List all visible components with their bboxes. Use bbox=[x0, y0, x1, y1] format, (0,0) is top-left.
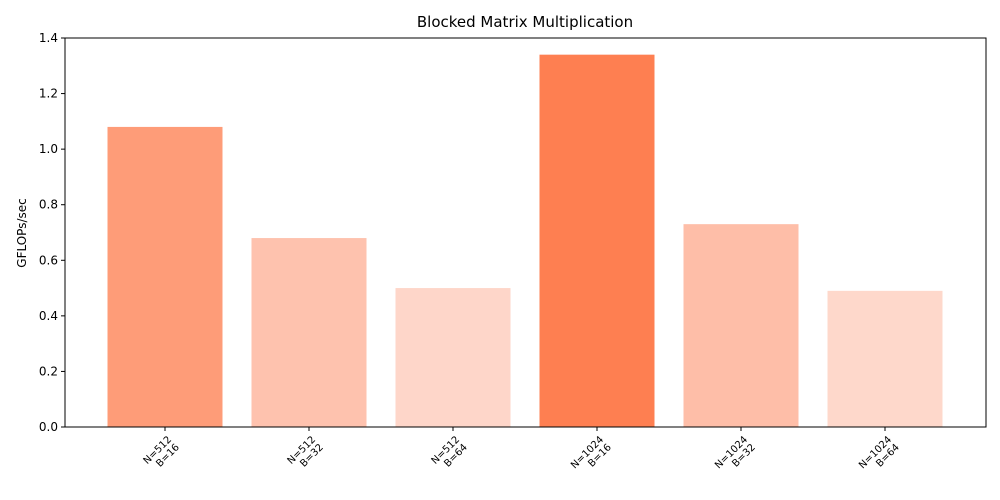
x-tick-label-3: N=512B=64 bbox=[430, 434, 470, 474]
x-tick-label-5: N=1024B=32 bbox=[713, 434, 758, 479]
bar-3 bbox=[395, 288, 511, 427]
x-tick-label-1: N=512B=16 bbox=[142, 434, 182, 474]
x-axis-ticks: N=512B=16 N=512B=32 N=512B=64 N=1024B=16 N=1… bbox=[142, 427, 902, 479]
y-tick-label-3: 0.4 bbox=[39, 309, 58, 323]
y-tick-label-2: 0.2 bbox=[39, 364, 58, 378]
bar-5 bbox=[683, 224, 799, 427]
x-tick-label-4: N=1024B=16 bbox=[569, 434, 614, 479]
chart-title: Blocked Matrix Multiplication bbox=[417, 13, 633, 31]
bar-6 bbox=[827, 290, 943, 427]
y-tick-label-5: 0.8 bbox=[39, 198, 58, 212]
y-tick-label-6: 1.0 bbox=[39, 142, 58, 156]
x-tick-label-2: N=512B=32 bbox=[286, 434, 326, 474]
bar-2 bbox=[251, 238, 367, 427]
y-axis-ticks: 0.0 0.2 0.4 0.6 0.8 1.0 1.2 1.4 bbox=[39, 31, 65, 434]
plot-area-frame bbox=[64, 37, 987, 428]
y-axis-label: GFLOPs/sec bbox=[15, 198, 29, 267]
bar-4 bbox=[539, 54, 655, 428]
y-tick-label-7: 1.2 bbox=[39, 87, 58, 101]
x-tick-label-6: N=1024B=64 bbox=[857, 434, 902, 479]
bars-group bbox=[107, 54, 943, 428]
y-tick-label-4: 0.6 bbox=[39, 253, 58, 267]
bar-1 bbox=[107, 126, 223, 428]
y-tick-label-8: 1.4 bbox=[39, 31, 58, 45]
y-tick-label-1: 0.0 bbox=[39, 420, 58, 434]
